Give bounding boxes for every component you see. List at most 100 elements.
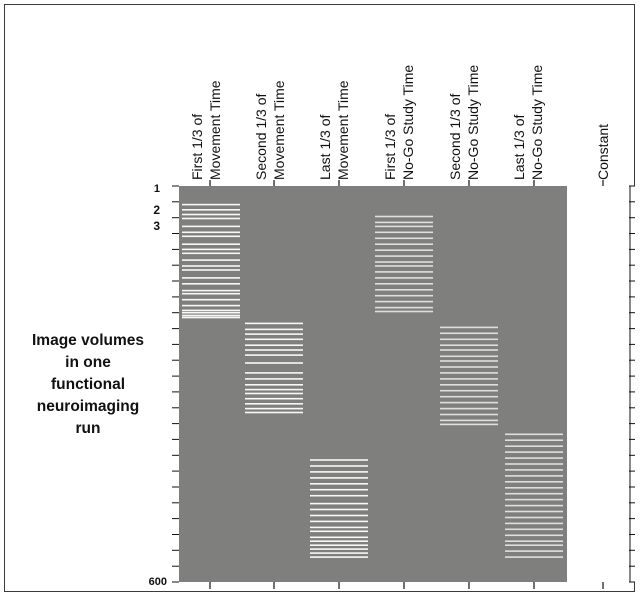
regressor-bar [375, 231, 433, 234]
constant-column [567, 186, 635, 582]
regressor-bar [182, 304, 240, 307]
regressor-bar [375, 265, 433, 267]
regressor-bar [505, 469, 563, 471]
col5-line1: Second 1/3 of [447, 93, 463, 180]
regressor-bar [375, 215, 433, 218]
regressor-bar [505, 534, 563, 537]
regressor-bar [440, 395, 498, 398]
regressor-bar [505, 528, 563, 531]
regressor-bar [182, 231, 240, 234]
col6-line1: Last 1/3 of [511, 115, 527, 180]
tick-marks [172, 180, 635, 589]
regressor-bar [182, 209, 240, 211]
design-matrix-figure: First 1/3 of Movement Time Second 1/3 of… [32, 65, 635, 589]
regressor-bar [440, 378, 498, 380]
regressor-bar [182, 252, 240, 255]
regressor-bar [375, 306, 433, 309]
regressor-bar [310, 502, 368, 505]
regressor-bar [182, 225, 240, 228]
row-label-3: 3 [153, 219, 160, 233]
regressor-bar [245, 349, 303, 351]
regressor-bar [245, 397, 303, 400]
regressor-bar [375, 300, 433, 303]
side-label-line3: functional [51, 376, 125, 393]
regressor-bar [182, 289, 240, 292]
regressor-bar [440, 338, 498, 341]
regressor-bar [375, 289, 433, 291]
regressor-bar [505, 544, 563, 546]
regressor-bar [245, 411, 303, 414]
regressor-bar [245, 388, 303, 391]
regressor-bar [505, 463, 563, 465]
regressor-bar [310, 514, 368, 517]
regressor-bar [245, 322, 303, 325]
col3-line2: Movement Time [335, 80, 351, 180]
col4-line1: First 1/3 of [382, 114, 398, 180]
regressor-bar [375, 283, 433, 285]
regressor-bar [505, 556, 563, 558]
col6-line2: No-Go Study Time [529, 65, 545, 180]
regressor-bar [375, 277, 433, 279]
regressor-bar [182, 309, 240, 312]
col5-line2: No-Go Study Time [465, 65, 481, 180]
regressor-bar [505, 439, 563, 441]
side-label-line2: in one [65, 354, 111, 371]
regressor-bar [310, 488, 368, 491]
column-headers: First 1/3 of Movement Time Second 1/3 of… [189, 65, 611, 180]
regressor-bar [310, 556, 368, 558]
regressor-bar [505, 445, 563, 447]
side-label-line4: neuroimaging [37, 398, 139, 415]
regressor-bar [310, 544, 368, 546]
regressor-bars [182, 186, 635, 582]
regressor-bar [440, 401, 498, 404]
regressor-bar [440, 389, 498, 392]
row-label-1: 1 [154, 183, 160, 195]
regressor-bar [182, 316, 240, 319]
regressor-bar [310, 459, 368, 461]
regressor-bar [375, 271, 433, 273]
regressor-bar [375, 237, 433, 240]
regressor-bar [310, 552, 368, 554]
regressor-bar [440, 423, 498, 426]
regressor-bar [505, 492, 563, 495]
regressor-bar [505, 540, 563, 542]
regressor-bar [375, 294, 433, 297]
regressor-bar [440, 349, 498, 351]
regressor-bar [182, 265, 240, 267]
side-label-line5: run [76, 420, 101, 437]
regressor-bar [310, 540, 368, 542]
regressor-bar [310, 536, 368, 539]
regressor-bar [440, 366, 498, 368]
regressor-bar [440, 344, 498, 346]
regressor-bar [440, 355, 498, 358]
regressor-bar [182, 243, 240, 245]
regressor-bar [440, 413, 498, 416]
row-label-600: 600 [149, 576, 167, 588]
regressor-bar [310, 494, 368, 497]
side-label: Image volumes in one functional neuroima… [32, 332, 144, 437]
col2-line1: Second 1/3 of [253, 93, 269, 180]
regressor-bar [310, 471, 368, 473]
regressor-bar [440, 332, 498, 335]
col7-line2: Constant [595, 124, 611, 180]
col3-line1: Last 1/3 of [317, 115, 333, 180]
regressor-bar [245, 344, 303, 346]
regressor-bar [245, 328, 303, 331]
col1-line2: Movement Time [207, 80, 223, 180]
regressor-bar [245, 354, 303, 356]
regressor-bar [182, 213, 240, 216]
side-label-line1: Image volumes [32, 332, 144, 349]
regressor-bar [440, 360, 498, 362]
regressor-bar [375, 221, 433, 224]
col1-line1: First 1/3 of [189, 114, 205, 180]
regressor-bar [505, 451, 563, 453]
regressor-bar [245, 378, 303, 380]
regressor-bar [505, 504, 563, 507]
regressor-bar [440, 372, 498, 374]
regressor-bar [182, 269, 240, 271]
regressor-bar [182, 248, 240, 251]
regressor-bar [245, 403, 303, 405]
regressor-bar [310, 520, 368, 523]
regressor-bar [505, 498, 563, 501]
regressor-bar [505, 457, 563, 459]
